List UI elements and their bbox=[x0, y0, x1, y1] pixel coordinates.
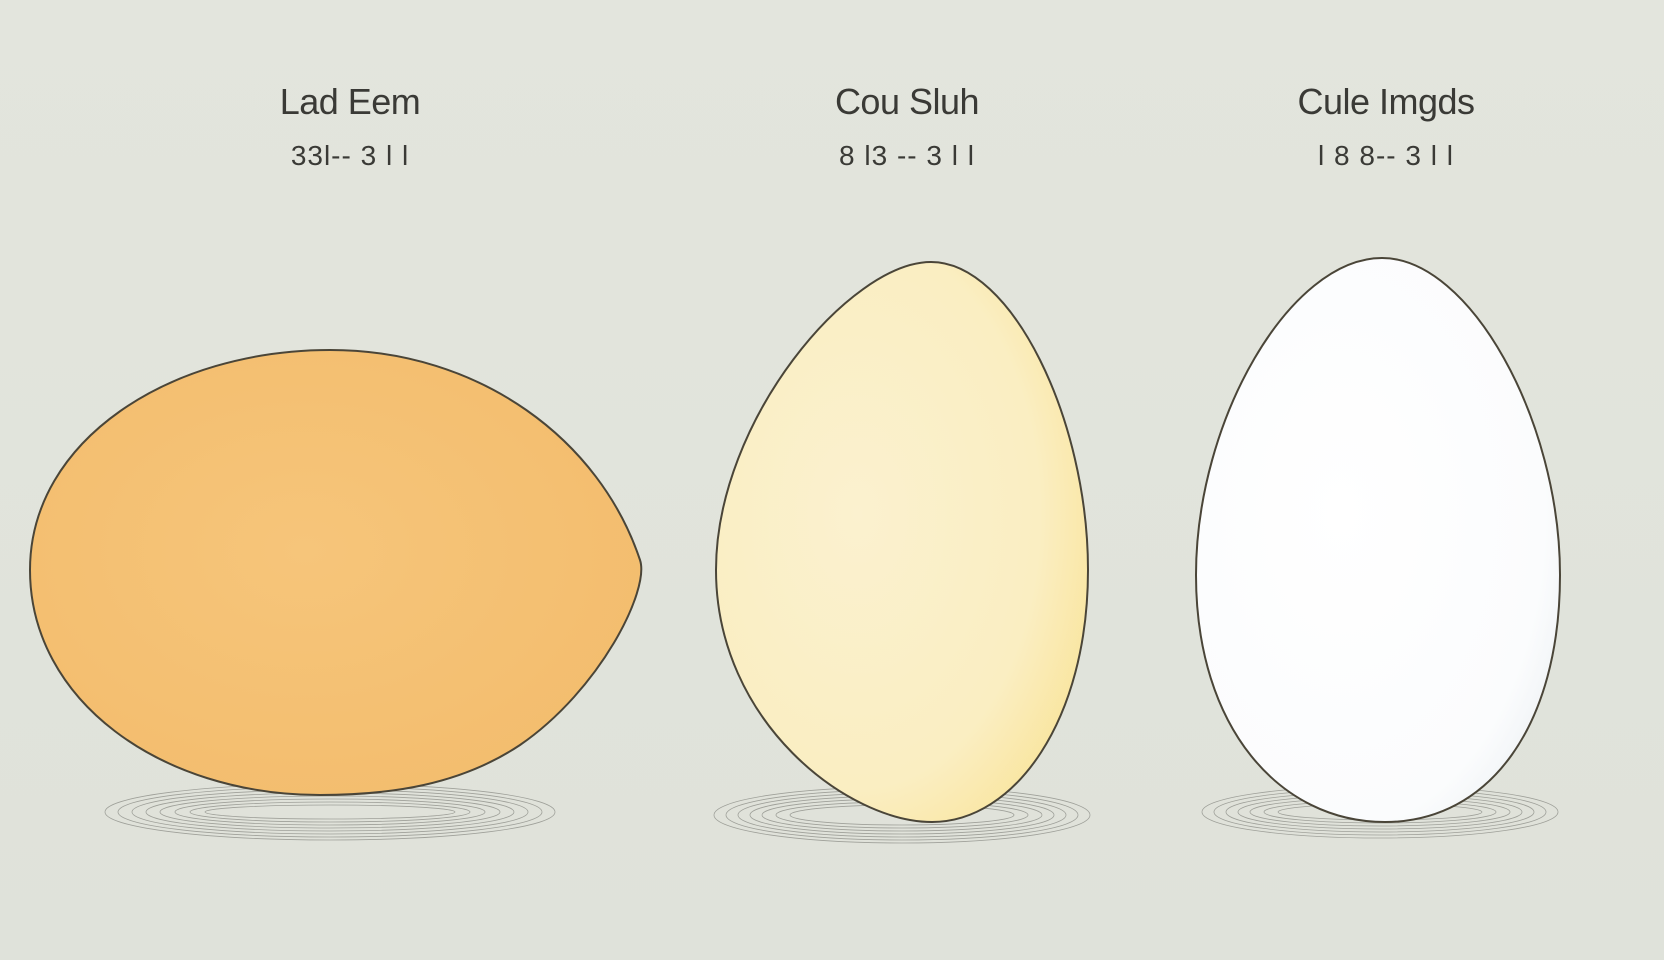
egg-subtitle-middle: 8 l3 -- 3 l l bbox=[839, 140, 975, 171]
egg-subtitle-right: l 8 8-- 3 l l bbox=[1318, 140, 1454, 171]
egg-title-left: Lad Eem bbox=[279, 81, 421, 122]
egg-right bbox=[1194, 256, 1562, 824]
egg-left bbox=[28, 348, 643, 797]
egg-middle bbox=[714, 260, 1090, 824]
egg-label-right: Cule Imgds l 8 8-- 3 l l bbox=[1186, 78, 1586, 174]
egg-subtitle-left: 33l-- 3 l l bbox=[290, 140, 410, 171]
egg-title-middle: Cou Sluh bbox=[834, 81, 980, 122]
egg-label-middle: Cou Sluh 8 l3 -- 3 l l bbox=[707, 78, 1107, 174]
egg-label-left: Lad Eem 33l-- 3 l l bbox=[150, 78, 550, 174]
egg-title-right: Cule Imgds bbox=[1297, 81, 1475, 122]
